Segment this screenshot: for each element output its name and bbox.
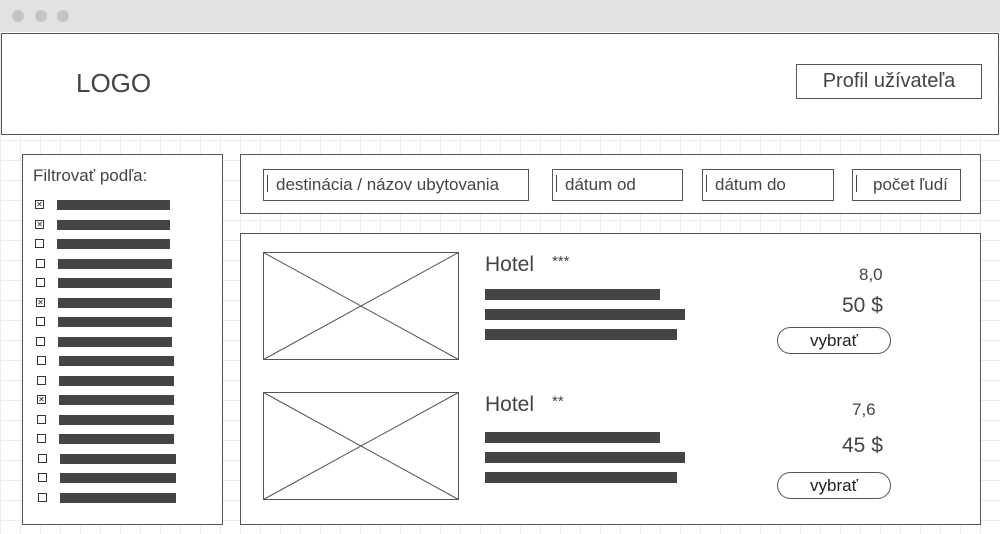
filter-label-placeholder xyxy=(59,453,176,464)
date-from-field[interactable] xyxy=(552,169,683,201)
filter-title: Filtrovať podľa: xyxy=(33,166,148,185)
checkbox-icon[interactable] xyxy=(37,453,47,463)
filter-item[interactable] xyxy=(37,414,197,427)
filter-label-placeholder xyxy=(57,219,171,230)
filter-label-placeholder xyxy=(57,258,172,269)
hotel-card: Hotel ** 7,6 45 $ vybrať xyxy=(241,392,980,502)
checkbox-icon[interactable] xyxy=(35,258,45,268)
hotel-price: 45 $ xyxy=(842,434,883,457)
window-maximize-dot[interactable] xyxy=(57,10,69,22)
filter-label-placeholder xyxy=(57,278,172,288)
filter-item[interactable] xyxy=(36,356,197,368)
checkbox-icon[interactable] xyxy=(38,492,47,502)
filter-label-placeholder xyxy=(59,473,176,483)
date-from-input[interactable] xyxy=(553,170,682,200)
filter-label-placeholder xyxy=(58,375,174,386)
filter-label-placeholder xyxy=(57,200,170,210)
filter-label-placeholder xyxy=(57,239,171,249)
filter-item[interactable]: ✕ xyxy=(37,395,197,407)
checkbox-icon[interactable] xyxy=(37,434,47,443)
filter-item[interactable] xyxy=(37,434,197,446)
filter-item[interactable] xyxy=(35,278,196,290)
filter-label-placeholder xyxy=(60,492,176,503)
filter-item[interactable] xyxy=(38,492,198,505)
logo[interactable]: LOGO xyxy=(76,68,152,98)
description-line xyxy=(485,309,685,320)
checkbox-icon[interactable] xyxy=(36,317,46,326)
date-to-input[interactable] xyxy=(703,170,833,200)
checkbox-checked-icon[interactable]: ✕ xyxy=(35,200,44,209)
checkbox-icon[interactable] xyxy=(36,336,46,346)
search-bar xyxy=(240,154,981,214)
select-button[interactable]: vybrať xyxy=(777,327,891,354)
destination-input[interactable] xyxy=(264,170,528,200)
window-close-dot[interactable] xyxy=(12,10,24,22)
checkbox-icon[interactable] xyxy=(36,375,46,385)
hotel-stars: *** xyxy=(552,253,570,270)
checkbox-checked-icon[interactable]: ✕ xyxy=(37,395,46,404)
filter-item[interactable] xyxy=(35,258,196,271)
checkbox-icon[interactable] xyxy=(36,356,46,365)
hotel-price: 50 $ xyxy=(842,294,883,317)
select-button[interactable]: vybrať xyxy=(777,472,891,499)
people-count-field[interactable] xyxy=(852,169,961,201)
description-line xyxy=(485,452,685,463)
checkbox-icon[interactable] xyxy=(37,414,47,424)
description-line xyxy=(485,472,677,483)
filter-sidebar: Filtrovať podľa: ✕ ✕ ✕ ✕ xyxy=(22,154,223,525)
hotel-rating: 8,0 xyxy=(859,265,883,284)
image-placeholder-icon xyxy=(263,252,459,360)
checkbox-icon[interactable] xyxy=(35,278,45,287)
filter-label-placeholder xyxy=(58,317,173,327)
checkbox-checked-icon[interactable]: ✕ xyxy=(35,219,45,229)
results-panel: Hotel *** 8,0 50 $ vybrať Hotel ** 7,6 4… xyxy=(240,233,981,525)
hotel-name[interactable]: Hotel xyxy=(485,393,535,416)
hotel-name[interactable]: Hotel xyxy=(485,253,535,276)
description-line xyxy=(485,329,677,340)
people-count-input[interactable] xyxy=(853,170,960,200)
hotel-card: Hotel *** 8,0 50 $ vybrať xyxy=(241,252,980,362)
filter-item[interactable] xyxy=(35,239,195,251)
filter-item[interactable] xyxy=(36,336,196,349)
filter-item[interactable] xyxy=(36,317,196,329)
description-line xyxy=(485,289,660,300)
checkbox-icon[interactable] xyxy=(37,473,47,482)
filter-item[interactable]: ✕ xyxy=(36,297,196,310)
checkbox-checked-icon[interactable]: ✕ xyxy=(36,297,45,307)
filter-label-placeholder xyxy=(59,414,175,425)
description-line xyxy=(485,432,660,443)
filter-item[interactable] xyxy=(37,473,198,485)
date-to-field[interactable] xyxy=(702,169,834,201)
destination-field[interactable] xyxy=(263,169,529,201)
filter-item[interactable]: ✕ xyxy=(35,219,195,232)
user-profile-button[interactable]: Profil užívateľa xyxy=(796,64,982,99)
window-titlebar xyxy=(0,0,1000,32)
filter-label-placeholder xyxy=(59,395,174,405)
filter-item[interactable] xyxy=(37,453,198,466)
window-minimize-dot[interactable] xyxy=(35,10,47,22)
image-placeholder-icon xyxy=(263,392,459,500)
filter-item[interactable] xyxy=(36,375,197,388)
filter-label-placeholder xyxy=(58,336,173,347)
filter-label-placeholder xyxy=(59,434,175,444)
page-header: LOGO Profil užívateľa xyxy=(1,33,999,135)
filter-label-placeholder xyxy=(58,297,172,308)
hotel-stars: ** xyxy=(552,393,564,410)
filter-item[interactable]: ✕ xyxy=(35,200,195,212)
filter-label-placeholder xyxy=(58,356,174,366)
checkbox-icon[interactable] xyxy=(35,239,45,248)
hotel-rating: 7,6 xyxy=(852,400,876,419)
